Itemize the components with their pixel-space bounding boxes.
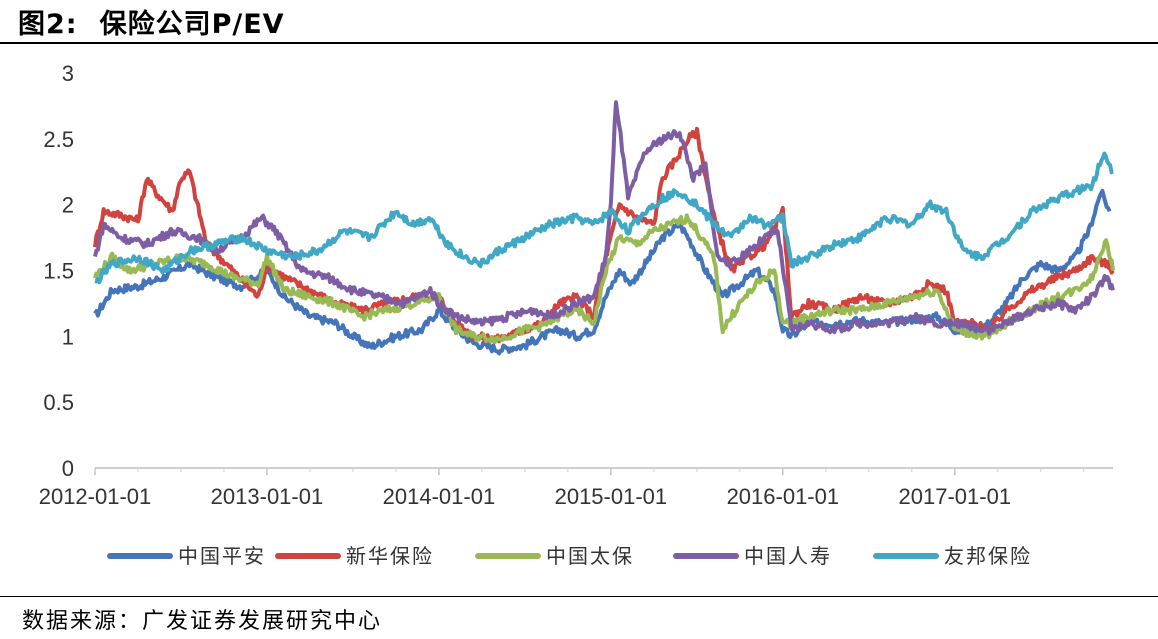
bottom-rule	[0, 596, 1158, 597]
y-tick-label: 1	[62, 324, 74, 349]
x-tick-label: 2015-01-01	[555, 484, 668, 509]
y-tick-label: 2.5	[43, 127, 74, 152]
line-chart: 0 0.5 1 1.5 2 2.5 3 2012-01-01 2013-01-01 2014-0…	[39, 61, 1115, 568]
y-tick-label: 2	[62, 193, 74, 218]
x-tick-label: 2013-01-01	[211, 484, 324, 509]
series-line-4	[93, 100, 1115, 336]
legend-label: 中国太保	[546, 544, 634, 568]
legend-label: 友邦保险	[944, 544, 1032, 568]
legend-label: 中国人寿	[744, 544, 832, 568]
legend-label: 新华保险	[346, 544, 434, 568]
legend-label: 中国平安	[178, 544, 266, 568]
y-tick-label: 3	[62, 61, 74, 86]
y-tick-label: 1.5	[43, 259, 74, 284]
top-rule	[0, 42, 1158, 44]
figure-title: 保险公司P/EV	[99, 9, 285, 40]
figure-label: 图2:	[18, 9, 78, 40]
y-tick-label: 0.5	[43, 390, 74, 415]
y-tick-label: 0	[62, 456, 74, 481]
x-axis: 2012-01-01 2013-01-01 2014-01-01 2015-01-01…	[39, 467, 1113, 509]
x-tick-label: 2017-01-01	[899, 484, 1012, 509]
x-tick-label: 2016-01-01	[727, 484, 840, 509]
x-tick-label: 2014-01-01	[383, 484, 496, 509]
x-tick-label: 2012-01-01	[39, 484, 152, 509]
source-note: 数据来源：广发证券发展研究中心	[22, 609, 383, 634]
legend: 中国平安 新华保险 中国太保 中国人寿 友邦保险	[107, 544, 1032, 568]
series-line-5	[94, 151, 1114, 285]
chart-title: 图2: 保险公司P/EV	[18, 2, 285, 41]
y-axis: 0 0.5 1 1.5 2 2.5 3	[43, 61, 74, 481]
series-line-3	[93, 213, 1115, 345]
series-lines	[93, 100, 1115, 356]
